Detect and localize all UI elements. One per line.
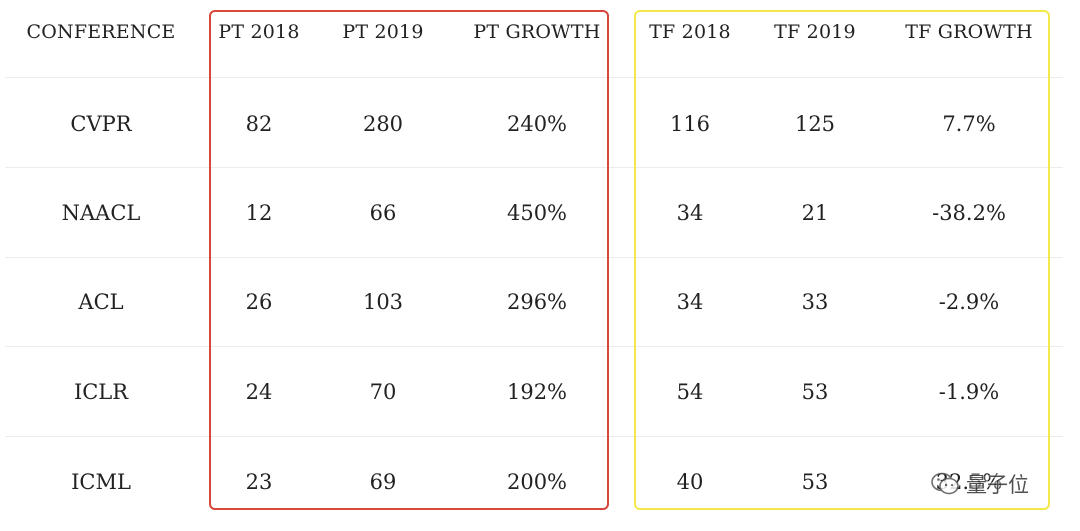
table-cell-tf-2018: 34 xyxy=(676,290,704,314)
table-cell-pt-growth: 200% xyxy=(506,470,568,494)
row-divider xyxy=(5,346,1063,347)
table-cell-pt-growth: 240% xyxy=(506,112,568,136)
row-label-iclr: ICLR xyxy=(73,380,129,404)
watermark-text: 量子位 xyxy=(966,473,1029,497)
table-cell-tf-growth: 7.7% xyxy=(942,112,996,136)
table-cell-pt-growth: 192% xyxy=(506,380,568,404)
table-cell-pt-2019: 103 xyxy=(362,290,404,314)
table-cell-tf-2019: 33 xyxy=(801,290,829,314)
column-header-tf-2019: TF 2019 xyxy=(774,21,856,43)
wechat-icon xyxy=(931,472,959,495)
column-header-pt-2019: PT 2019 xyxy=(342,21,424,43)
table-cell-tf-2018: 116 xyxy=(669,112,711,136)
table-cell-tf-growth: -38.2% xyxy=(932,201,1006,225)
table-cell-pt-growth: 450% xyxy=(506,201,568,225)
table-cell-pt-growth: 296% xyxy=(506,290,568,314)
table-cell-pt-2018: 26 xyxy=(245,290,273,314)
table-cell-tf-2019: 53 xyxy=(801,380,829,404)
table-cell-tf-2018: 34 xyxy=(676,201,704,225)
row-label-acl: ACL xyxy=(78,290,124,314)
table-cell-pt-2018: 12 xyxy=(245,201,273,225)
table-cell-tf-2018: 54 xyxy=(676,380,704,404)
table-cell-pt-2019: 66 xyxy=(369,201,397,225)
row-divider xyxy=(5,257,1063,258)
row-divider xyxy=(5,167,1063,168)
table-cell-tf-growth: -1.9% xyxy=(938,380,1000,404)
column-header-tf-2018: TF 2018 xyxy=(649,21,731,43)
pt-highlight-box xyxy=(209,10,609,510)
row-label-icml: ICML xyxy=(71,470,131,494)
table-cell-tf-2019: 125 xyxy=(794,112,836,136)
row-label-naacl: NAACL xyxy=(61,201,141,225)
column-header-tf-growth: TF GROWTH xyxy=(905,21,1033,43)
watermark: 量子位 xyxy=(930,468,1029,500)
table-cell-tf-2019: 53 xyxy=(801,470,829,494)
table-cell-tf-2019: 21 xyxy=(801,201,829,225)
row-divider xyxy=(5,436,1063,437)
table-cell-pt-2018: 82 xyxy=(245,112,273,136)
table-cell-pt-2018: 24 xyxy=(245,380,273,404)
table-cell-pt-2019: 70 xyxy=(369,380,397,404)
row-label-cvpr: CVPR xyxy=(70,112,132,136)
table-cell-tf-2018: 40 xyxy=(676,470,704,494)
table-cell-pt-2019: 280 xyxy=(362,112,404,136)
tf-highlight-box xyxy=(634,10,1050,510)
row-divider xyxy=(5,77,1063,78)
table-cell-pt-2019: 69 xyxy=(369,470,397,494)
table-cell-pt-2018: 23 xyxy=(245,470,273,494)
column-header-conference: CONFERENCE xyxy=(26,21,176,43)
column-header-pt-2018: PT 2018 xyxy=(218,21,300,43)
column-header-pt-growth: PT GROWTH xyxy=(473,21,601,43)
table-cell-tf-growth: -2.9% xyxy=(938,290,1000,314)
